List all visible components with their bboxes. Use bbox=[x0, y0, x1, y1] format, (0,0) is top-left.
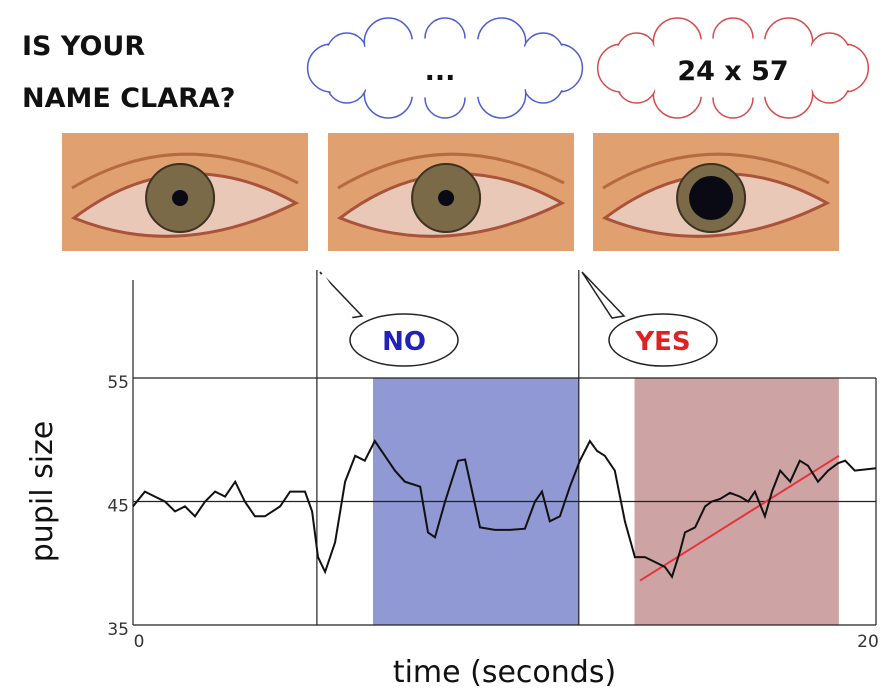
cloud-fill bbox=[810, 64, 848, 102]
thought-text: 24 x 57 bbox=[677, 56, 788, 87]
answer-no: NO bbox=[382, 327, 426, 357]
cloud-fill bbox=[618, 34, 656, 72]
pupil bbox=[689, 176, 734, 220]
answer-yes: YES bbox=[634, 327, 690, 357]
y-axis-label: pupil size bbox=[25, 421, 60, 562]
data-line bbox=[132, 439, 877, 580]
thought-text: ... bbox=[425, 56, 456, 87]
cloud-fill bbox=[479, 71, 525, 117]
cloud-fill bbox=[766, 19, 812, 65]
question-line: NAME CLARA? bbox=[22, 83, 235, 114]
y-tick-label: 35 bbox=[107, 620, 129, 640]
y-tick-label: 45 bbox=[107, 497, 129, 517]
cloud-fill bbox=[426, 19, 464, 57]
bubble bbox=[349, 313, 459, 367]
cloud-fill bbox=[426, 79, 464, 117]
cloud-fill bbox=[810, 34, 848, 72]
cloud-fill bbox=[654, 19, 700, 65]
bubble-tail-mask bbox=[320, 273, 354, 321]
decor bbox=[306, 17, 870, 119]
question-line: IS YOUR bbox=[22, 31, 145, 62]
bubble-tail bbox=[581, 271, 626, 319]
bubble bbox=[608, 313, 718, 367]
cloud-fill bbox=[328, 34, 366, 72]
x-axis-label: time (seconds) bbox=[393, 655, 616, 690]
lid-crease bbox=[602, 152, 830, 190]
cloud-fill bbox=[714, 19, 752, 57]
pupil bbox=[172, 190, 189, 206]
cloud-fill bbox=[365, 19, 411, 65]
cloud-fill bbox=[766, 71, 812, 117]
lid-crease bbox=[337, 152, 565, 190]
x-tick-label: 20 bbox=[857, 632, 879, 652]
eye-photos bbox=[62, 133, 839, 251]
cloud-fill bbox=[524, 34, 562, 72]
cloud-fill bbox=[524, 64, 562, 102]
cloud-fill bbox=[654, 71, 700, 117]
lid-crease bbox=[71, 152, 299, 190]
cloud-fill bbox=[365, 71, 411, 117]
answer-bubbles: NO YES bbox=[319, 271, 718, 367]
x-tick-label: 0 bbox=[134, 632, 145, 652]
pupil bbox=[438, 190, 455, 206]
trend-line bbox=[639, 454, 840, 582]
cloud-fill bbox=[479, 19, 525, 65]
plot: 35 45 55 0 20 time (seconds) pupil size bbox=[25, 270, 879, 690]
cloud-fill bbox=[714, 79, 752, 117]
y-tick-label: 55 bbox=[107, 373, 129, 393]
